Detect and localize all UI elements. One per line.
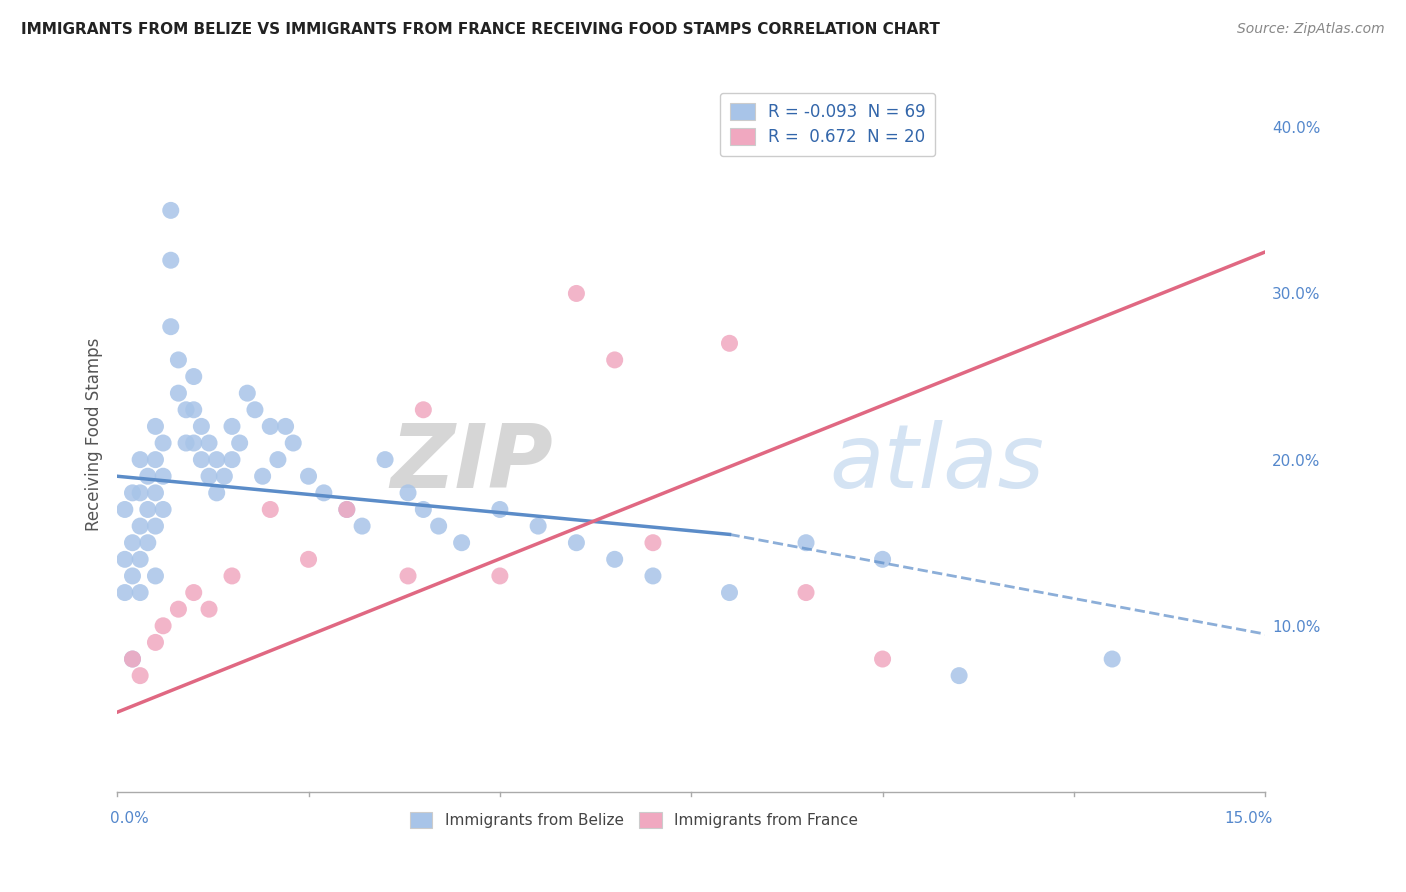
Point	[174, 436, 197, 450]
Point	[136, 535, 159, 549]
Point	[129, 452, 152, 467]
Point	[565, 535, 588, 549]
Point	[228, 436, 250, 450]
Point	[565, 286, 588, 301]
Point	[236, 386, 259, 401]
Point	[183, 402, 205, 417]
Point	[312, 486, 335, 500]
Point	[718, 336, 741, 351]
Point	[336, 502, 359, 516]
Point	[114, 585, 136, 599]
Point	[427, 519, 450, 533]
Point	[352, 519, 374, 533]
Point	[259, 419, 281, 434]
Point	[948, 668, 970, 682]
Point	[152, 619, 174, 633]
Point	[641, 535, 664, 549]
Text: IMMIGRANTS FROM BELIZE VS IMMIGRANTS FROM FRANCE RECEIVING FOOD STAMPS CORRELATI: IMMIGRANTS FROM BELIZE VS IMMIGRANTS FRO…	[21, 22, 941, 37]
Point	[283, 436, 305, 450]
Point	[129, 552, 152, 566]
Point	[145, 419, 167, 434]
Point	[129, 486, 152, 500]
Point	[121, 535, 143, 549]
Point	[718, 585, 741, 599]
Point	[152, 436, 174, 450]
Point	[129, 519, 152, 533]
Point	[214, 469, 236, 483]
Point	[252, 469, 274, 483]
Point	[159, 319, 181, 334]
Point	[145, 486, 167, 500]
Point	[145, 635, 167, 649]
Point	[221, 419, 243, 434]
Point	[198, 436, 221, 450]
Point	[145, 519, 167, 533]
Point	[336, 502, 359, 516]
Text: 0.0%: 0.0%	[110, 811, 149, 825]
Point	[145, 569, 167, 583]
Point	[603, 552, 626, 566]
Point	[374, 452, 396, 467]
Text: atlas: atlas	[830, 420, 1043, 507]
Point	[412, 402, 434, 417]
Text: Source: ZipAtlas.com: Source: ZipAtlas.com	[1237, 22, 1385, 37]
Point	[129, 585, 152, 599]
Point	[121, 486, 143, 500]
Point	[136, 469, 159, 483]
Point	[183, 585, 205, 599]
Point	[167, 602, 190, 616]
Point	[129, 668, 152, 682]
Point	[297, 469, 319, 483]
Point	[205, 452, 228, 467]
Point	[121, 652, 143, 666]
Point	[794, 535, 817, 549]
Point	[114, 552, 136, 566]
Point	[243, 402, 266, 417]
Point	[198, 469, 221, 483]
Point	[274, 419, 297, 434]
Point	[267, 452, 290, 467]
Point	[527, 519, 550, 533]
Point	[183, 436, 205, 450]
Point	[641, 569, 664, 583]
Legend: Immigrants from Belize, Immigrants from France: Immigrants from Belize, Immigrants from …	[404, 806, 865, 834]
Point	[221, 452, 243, 467]
Text: 15.0%: 15.0%	[1223, 811, 1272, 825]
Point	[136, 502, 159, 516]
Point	[205, 486, 228, 500]
Point	[183, 369, 205, 384]
Point	[121, 569, 143, 583]
Point	[121, 652, 143, 666]
Point	[489, 502, 512, 516]
Point	[190, 419, 212, 434]
Point	[167, 353, 190, 368]
Point	[603, 353, 626, 368]
Point	[167, 386, 190, 401]
Point	[159, 203, 181, 218]
Point	[190, 452, 212, 467]
Point	[450, 535, 472, 549]
Point	[152, 469, 174, 483]
Point	[259, 502, 281, 516]
Point	[152, 502, 174, 516]
Point	[198, 602, 221, 616]
Point	[872, 652, 894, 666]
Point	[174, 402, 197, 417]
Point	[396, 569, 419, 583]
Point	[412, 502, 434, 516]
Point	[145, 452, 167, 467]
Point	[396, 486, 419, 500]
Point	[159, 253, 181, 268]
Point	[489, 569, 512, 583]
Point	[872, 552, 894, 566]
Point	[114, 502, 136, 516]
Point	[1101, 652, 1123, 666]
Point	[221, 569, 243, 583]
Point	[794, 585, 817, 599]
Text: ZIP: ZIP	[391, 420, 554, 507]
Point	[297, 552, 319, 566]
Y-axis label: Receiving Food Stamps: Receiving Food Stamps	[86, 338, 103, 532]
